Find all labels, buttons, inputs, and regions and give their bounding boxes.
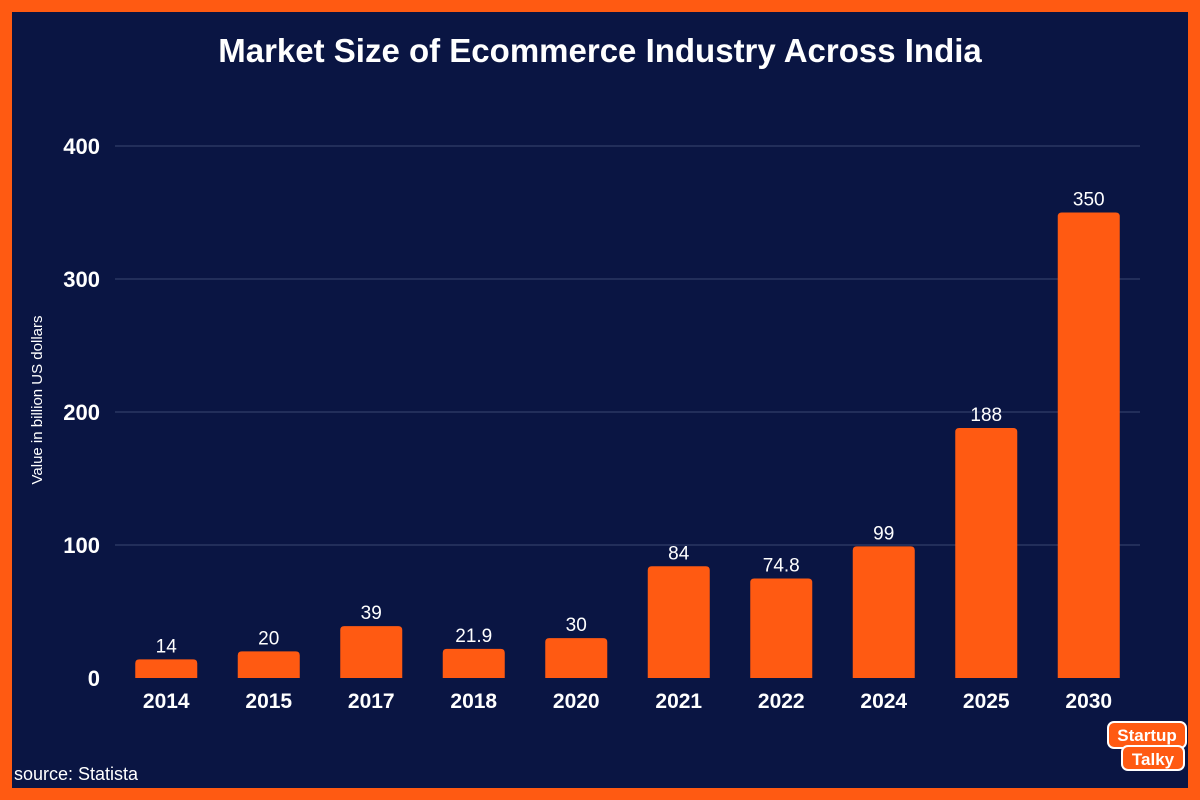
bar-2021 xyxy=(647,566,710,678)
data-label-2021: 84 xyxy=(668,543,690,564)
y-tick-label: 100 xyxy=(63,533,100,558)
x-tick-label-2025: 2025 xyxy=(963,690,1010,713)
bar-2020 xyxy=(545,638,608,678)
x-tick-label-2030: 2030 xyxy=(1065,690,1112,713)
x-tick-label-2018: 2018 xyxy=(450,690,497,713)
data-labels: 14 20 39 21.9 30 84 74.8 99 188 350 xyxy=(156,190,1105,658)
bar-chart: Market Size of Ecommerce Industry Across… xyxy=(14,32,1187,784)
logo-line-1: Startup xyxy=(1117,726,1177,745)
bar-2022 xyxy=(750,578,813,678)
data-label-2017: 39 xyxy=(361,603,382,624)
data-label-2020: 30 xyxy=(566,615,587,636)
x-axis-ticks: 2014 2015 2017 2018 2020 2021 2022 2024 2025 2030 xyxy=(143,690,1112,713)
data-label-2015: 20 xyxy=(258,628,279,649)
chart-frame: Market Size of Ecommerce Industry Across… xyxy=(12,12,1188,788)
x-tick-label-2014: 2014 xyxy=(143,690,190,713)
startuptalky-logo: Startup Talky xyxy=(1107,721,1187,771)
source-note: source: Statista xyxy=(14,764,139,784)
data-label-2022: 74.8 xyxy=(763,556,800,577)
x-tick-label-2022: 2022 xyxy=(758,690,805,713)
bars xyxy=(135,212,1120,678)
data-label-2030: 350 xyxy=(1073,190,1105,211)
y-axis-ticks: 0 100 200 300 400 xyxy=(63,134,100,691)
x-tick-label-2017: 2017 xyxy=(348,690,395,713)
data-label-2014: 14 xyxy=(156,636,178,657)
bar-2015 xyxy=(237,651,300,678)
bar-2025 xyxy=(955,427,1018,678)
y-tick-label: 300 xyxy=(63,267,100,292)
data-label-2025: 188 xyxy=(970,405,1002,426)
x-tick-label-2015: 2015 xyxy=(245,690,292,713)
bar-2030 xyxy=(1057,212,1120,678)
bar-2018 xyxy=(442,648,505,678)
y-tick-label: 400 xyxy=(63,134,100,159)
x-tick-label-2024: 2024 xyxy=(860,690,907,713)
data-label-2024: 99 xyxy=(873,523,894,544)
y-axis-label: Value in billion US dollars xyxy=(29,316,46,485)
x-tick-label-2020: 2020 xyxy=(553,690,600,713)
data-label-2018: 21.9 xyxy=(455,626,492,647)
bar-2017 xyxy=(340,626,403,678)
y-tick-label: 0 xyxy=(88,666,100,691)
bar-2024 xyxy=(852,546,915,678)
x-tick-label-2021: 2021 xyxy=(655,690,702,713)
bar-2014 xyxy=(135,659,198,678)
chart-title: Market Size of Ecommerce Industry Across… xyxy=(218,32,982,69)
logo-line-2: Talky xyxy=(1132,750,1175,769)
y-tick-label: 200 xyxy=(63,400,100,425)
